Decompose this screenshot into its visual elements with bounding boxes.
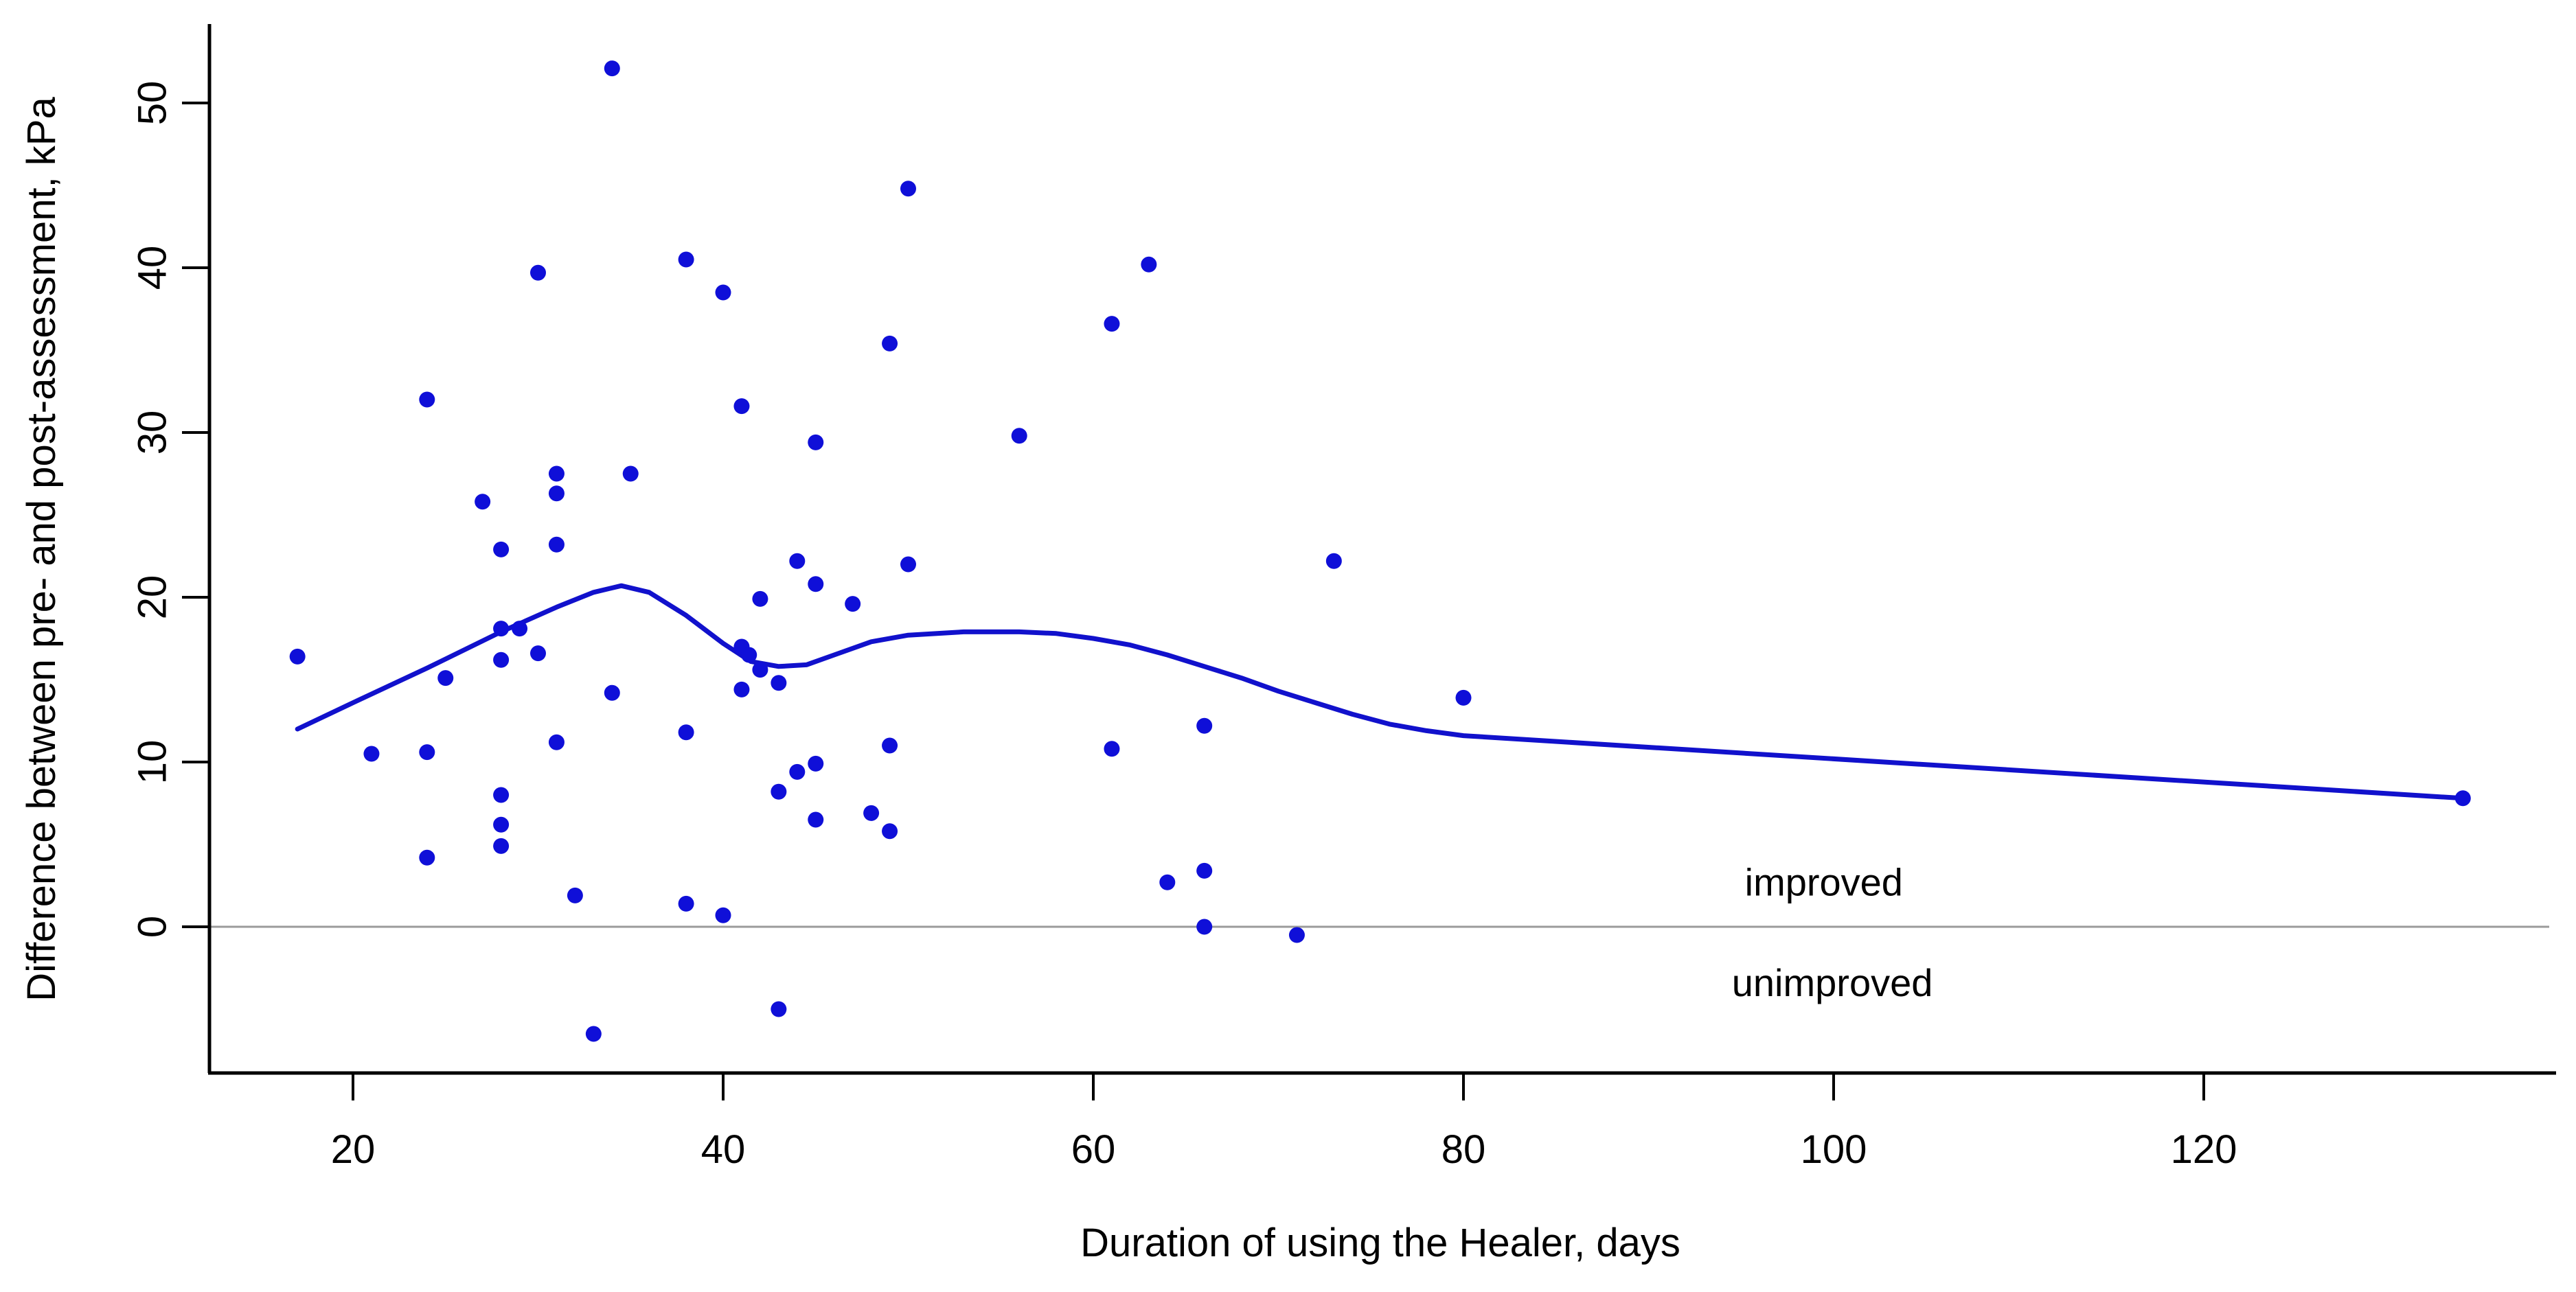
scatter-points	[289, 60, 2471, 1042]
x-axis-ticks: 20 40 60 80 100 120	[331, 1073, 2237, 1172]
data-point	[789, 763, 806, 780]
x-tick-label: 20	[331, 1127, 376, 1172]
data-point	[741, 647, 757, 663]
data-point	[567, 887, 583, 903]
data-point	[808, 576, 824, 592]
data-point	[678, 724, 694, 741]
x-tick-label: 40	[701, 1127, 746, 1172]
data-point	[752, 590, 768, 607]
data-point	[808, 755, 824, 772]
x-axis-title: Duration of using the Healer, days	[1080, 1221, 1680, 1265]
data-point	[882, 335, 898, 351]
data-point	[493, 787, 510, 803]
data-point	[771, 1001, 787, 1017]
data-point	[512, 621, 528, 637]
data-point	[900, 181, 916, 197]
data-point	[548, 536, 565, 553]
data-point	[1011, 428, 1027, 444]
x-tick-label: 80	[1441, 1127, 1486, 1172]
data-point	[733, 398, 750, 415]
data-point	[548, 465, 565, 482]
x-tick-label: 120	[2171, 1127, 2237, 1172]
data-point	[715, 907, 731, 923]
x-tick-label: 60	[1071, 1127, 1116, 1172]
data-point	[419, 744, 435, 761]
data-point	[1288, 927, 1305, 943]
y-axis-ticks: 0 10 20 30 40 50	[130, 81, 208, 938]
data-point	[548, 734, 565, 750]
data-point	[530, 645, 546, 662]
y-tick-label: 0	[130, 916, 175, 938]
y-tick-label: 10	[130, 740, 175, 785]
data-point	[1104, 741, 1120, 757]
data-point	[1159, 874, 1176, 890]
y-tick-label: 20	[130, 575, 175, 620]
data-point	[604, 684, 620, 701]
data-point	[289, 648, 306, 665]
data-point	[752, 662, 768, 678]
y-tick-label: 50	[130, 81, 175, 126]
data-point	[808, 811, 824, 828]
data-point	[2454, 790, 2471, 807]
data-point	[1196, 862, 1213, 879]
data-point	[678, 251, 694, 268]
data-point	[1104, 316, 1120, 332]
data-point	[715, 284, 731, 301]
data-point	[733, 681, 750, 697]
data-point	[437, 670, 454, 687]
data-point	[493, 651, 510, 668]
data-point	[493, 541, 510, 557]
data-point	[1455, 689, 1472, 706]
data-point	[363, 746, 380, 762]
data-point	[419, 391, 435, 408]
data-point	[604, 60, 620, 77]
data-point	[530, 264, 546, 281]
y-tick-label: 30	[130, 411, 175, 455]
data-point	[419, 849, 435, 866]
data-point	[845, 596, 861, 612]
data-point	[900, 556, 916, 573]
data-point	[493, 838, 510, 854]
data-point	[1141, 256, 1157, 273]
data-point	[548, 485, 565, 502]
data-point	[808, 434, 824, 450]
data-point	[789, 553, 806, 569]
data-point	[493, 816, 510, 833]
data-point	[882, 823, 898, 840]
data-point	[771, 783, 787, 800]
data-point	[1196, 919, 1213, 935]
data-point	[475, 494, 491, 510]
x-tick-label: 100	[1801, 1127, 1867, 1172]
data-point	[1325, 553, 1342, 569]
data-point	[771, 675, 787, 691]
data-point	[1196, 717, 1213, 734]
data-point	[622, 465, 639, 482]
y-tick-label: 40	[130, 246, 175, 290]
y-axis-title: Difference between pre- and post-assessm…	[19, 97, 64, 1002]
data-point	[882, 737, 898, 754]
data-point	[493, 621, 510, 637]
data-point	[678, 895, 694, 912]
data-point	[863, 805, 880, 821]
data-point	[585, 1026, 602, 1042]
improved-label: improved	[1745, 861, 1903, 904]
unimproved-label: unimproved	[1732, 961, 1933, 1004]
loess-curve	[295, 583, 2465, 801]
